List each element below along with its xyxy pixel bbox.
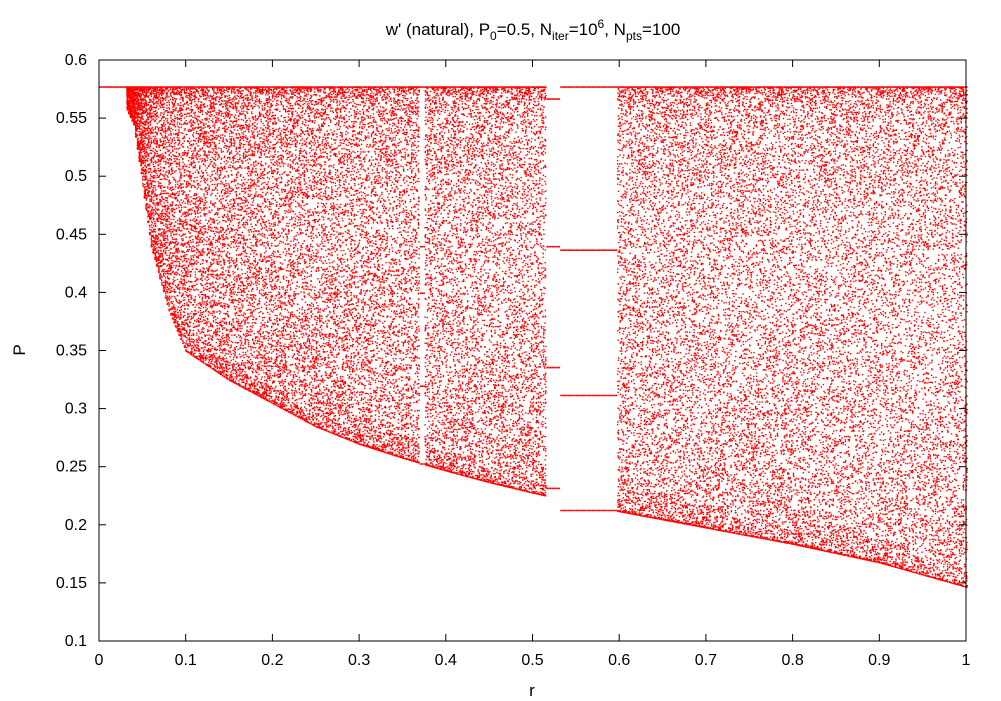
title-lead: w' (natural), P [385, 20, 490, 39]
title-niter-value: =10 [569, 20, 598, 39]
title-npts-separator: , N [604, 20, 626, 39]
x-tick-label: 0.8 [781, 652, 803, 669]
y-tick-label: 0.6 [65, 52, 87, 69]
x-tick-label: 0.2 [261, 652, 283, 669]
scatter-points [99, 86, 968, 589]
chart-title: w' (natural), P0=0.5, Niter=106, Npts=10… [385, 17, 681, 43]
x-tick-label: 0.3 [348, 652, 370, 669]
y-tick-label: 0.25 [56, 459, 87, 476]
y-tick-label: 0.4 [65, 284, 87, 301]
y-tick-label: 0.55 [56, 110, 87, 127]
axis-ticks: 0 0.1 0.2 0.3 0.4 0.5 0.6 0.7 0.8 0.9 1 0.1 0.15 0.2 0… [56, 52, 971, 669]
y-tick-label: 0.2 [65, 517, 87, 534]
title-npts-value: =100 [642, 20, 680, 39]
y-tick-label: 0.35 [56, 343, 87, 360]
title-niter-subscript: iter [552, 29, 569, 43]
x-tick-label: 0.4 [435, 652, 457, 669]
x-tick-label: 0.7 [695, 652, 717, 669]
x-tick-label: 0.1 [175, 652, 197, 669]
x-tick-label: 1 [962, 652, 971, 669]
y-tick-label: 0.45 [56, 226, 87, 243]
x-tick-label: 0 [95, 652, 104, 669]
title-p0-value: =0.5, N [497, 20, 552, 39]
x-tick-label: 0.9 [868, 652, 890, 669]
title-p0-subscript: 0 [490, 29, 497, 43]
y-tick-label: 0.5 [65, 168, 87, 185]
title-niter-exponent: 6 [598, 17, 605, 31]
x-tick-label: 0.5 [521, 652, 543, 669]
y-tick-label: 0.1 [65, 633, 87, 650]
x-axis-label: r [529, 681, 535, 700]
y-tick-label: 0.15 [56, 575, 87, 592]
y-tick-label: 0.3 [65, 401, 87, 418]
data-point-cloud [99, 86, 968, 589]
title-npts-subscript: pts [626, 29, 642, 43]
x-tick-label: 0.6 [608, 652, 630, 669]
y-axis-label: P [10, 344, 29, 355]
